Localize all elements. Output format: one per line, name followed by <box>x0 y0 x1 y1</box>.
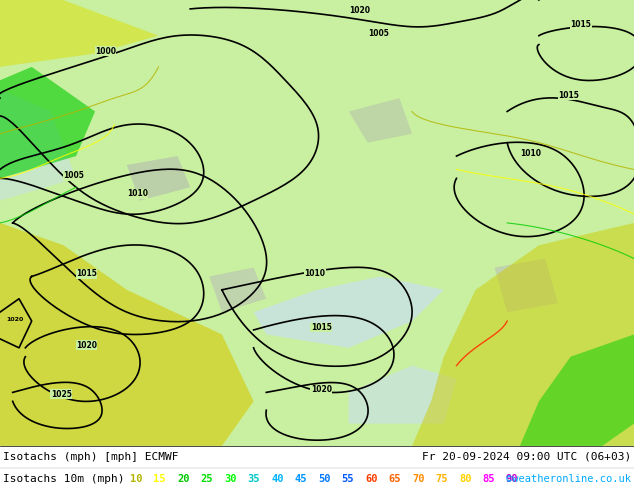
Text: 30: 30 <box>224 474 236 484</box>
Text: 85: 85 <box>482 474 495 484</box>
Polygon shape <box>0 0 158 67</box>
Text: 1015: 1015 <box>311 323 332 332</box>
Text: 75: 75 <box>436 474 448 484</box>
Polygon shape <box>412 223 634 446</box>
Polygon shape <box>127 156 190 201</box>
Polygon shape <box>0 89 76 201</box>
Text: 1000: 1000 <box>95 47 116 55</box>
Polygon shape <box>349 98 412 143</box>
Text: 55: 55 <box>342 474 354 484</box>
Text: 1010: 1010 <box>520 149 541 158</box>
Text: 60: 60 <box>365 474 377 484</box>
Text: 1020: 1020 <box>76 341 97 350</box>
Text: 20: 20 <box>177 474 190 484</box>
Polygon shape <box>520 334 634 446</box>
Text: 1025: 1025 <box>51 390 72 399</box>
Text: 65: 65 <box>389 474 401 484</box>
Text: 1020: 1020 <box>6 317 23 322</box>
Polygon shape <box>349 366 456 423</box>
Text: 1015: 1015 <box>571 20 592 29</box>
Polygon shape <box>0 223 254 446</box>
Text: 40: 40 <box>271 474 283 484</box>
Text: Fr 20-09-2024 09:00 UTC (06+03): Fr 20-09-2024 09:00 UTC (06+03) <box>422 452 631 462</box>
Text: 1020: 1020 <box>311 386 332 394</box>
Text: 10: 10 <box>130 474 143 484</box>
Polygon shape <box>209 268 266 312</box>
Text: ©weatheronline.co.uk: ©weatheronline.co.uk <box>506 474 631 484</box>
Text: 25: 25 <box>200 474 213 484</box>
Text: 1020: 1020 <box>349 6 370 15</box>
Text: 80: 80 <box>459 474 472 484</box>
Text: 1010: 1010 <box>127 189 148 198</box>
Text: 70: 70 <box>412 474 425 484</box>
Polygon shape <box>254 276 444 348</box>
Text: 1015: 1015 <box>558 91 579 100</box>
Text: 35: 35 <box>247 474 260 484</box>
Text: 1010: 1010 <box>304 270 325 278</box>
Text: Isotachs (mph) [mph] ECMWF: Isotachs (mph) [mph] ECMWF <box>3 452 179 462</box>
Text: 15: 15 <box>153 474 166 484</box>
Text: 1005: 1005 <box>368 29 389 38</box>
Text: 50: 50 <box>318 474 330 484</box>
Text: 90: 90 <box>506 474 519 484</box>
Text: 1015: 1015 <box>76 270 97 278</box>
Text: 45: 45 <box>295 474 307 484</box>
Text: Isotachs 10m (mph): Isotachs 10m (mph) <box>3 474 124 484</box>
Text: 1005: 1005 <box>63 172 84 180</box>
Polygon shape <box>0 67 95 178</box>
Polygon shape <box>495 259 558 312</box>
